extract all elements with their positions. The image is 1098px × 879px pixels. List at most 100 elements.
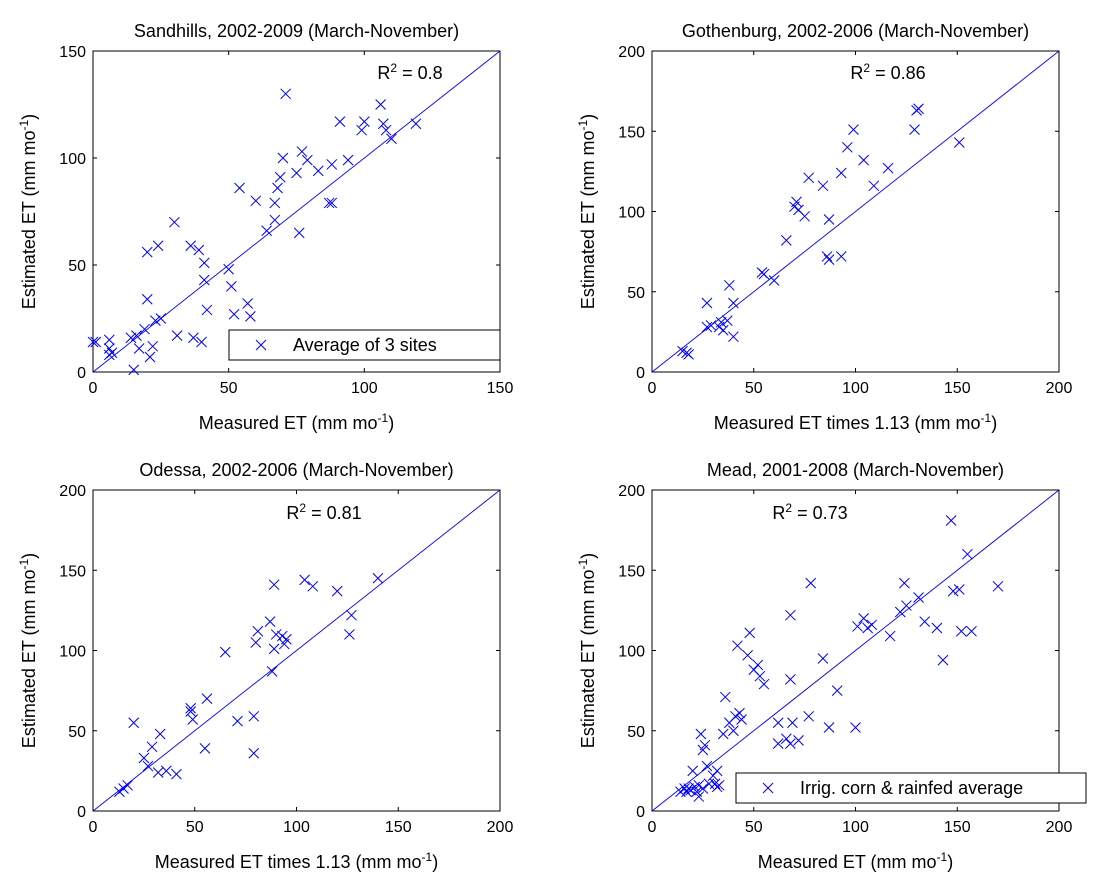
scatter-panel-4: Mead, 2001-2008 (March-November) 0 50 100 15… [576, 460, 1087, 872]
data-point [835, 251, 847, 262]
data-point [721, 315, 733, 326]
data-point [919, 616, 931, 627]
data-point [250, 637, 262, 648]
x-axis-label: Measured ET (mm mo-1) [199, 411, 394, 433]
data-point [296, 146, 308, 157]
data-point [150, 315, 161, 326]
data-point [299, 574, 310, 586]
data-point [171, 768, 182, 780]
y-tick-label: 50 [627, 724, 645, 741]
y-tick-label: 150 [618, 563, 645, 580]
data-point [785, 609, 796, 621]
data-point [901, 600, 912, 611]
data-point [280, 633, 292, 645]
y-axis-label: Estimated ET (mm mo-1) [576, 114, 598, 309]
x-tick-label: 200 [1046, 819, 1073, 836]
data-point [375, 99, 386, 110]
y-tick-label: 50 [627, 285, 645, 302]
legend-label: Irrig. corn & rainfed average [800, 778, 1023, 798]
data-point [269, 214, 281, 226]
y-tick-label: 200 [59, 483, 86, 500]
x-tick-label: 200 [487, 819, 514, 836]
one-to-one-line [651, 50, 1060, 373]
data-point [270, 629, 282, 640]
data-point [160, 765, 172, 777]
r-squared-annotation: R2 = 0.81 [286, 501, 361, 523]
data-point [882, 162, 894, 174]
data-point [931, 622, 943, 634]
x-tick-label: 50 [745, 380, 763, 397]
data-point [293, 227, 305, 239]
data-point [155, 313, 167, 324]
data-point [90, 336, 102, 348]
data-point [823, 722, 835, 733]
data-point [223, 263, 235, 275]
y-tick-label: 200 [618, 483, 645, 500]
data-point [717, 324, 729, 336]
x-tick-label: 100 [842, 380, 869, 397]
x-tick-label: 0 [648, 380, 657, 397]
data-point [754, 670, 766, 682]
data-point [742, 649, 753, 661]
data-point [410, 118, 422, 130]
data-point [913, 592, 924, 603]
data-point [752, 659, 764, 671]
data-point [785, 738, 796, 749]
data-point [953, 584, 965, 595]
r-squared-annotation: R2 = 0.73 [772, 501, 847, 523]
data-point [342, 154, 354, 166]
y-tick-label: 150 [59, 44, 86, 61]
x-tick-label: 150 [944, 380, 971, 397]
data-point [953, 137, 965, 148]
data-point [717, 728, 729, 740]
data-point [850, 722, 861, 733]
data-point [858, 154, 869, 166]
y-tick-label: 100 [618, 644, 645, 661]
data-point [242, 298, 254, 309]
data-point [791, 196, 802, 208]
x-tick-label: 200 [1046, 380, 1073, 397]
data-point [185, 702, 197, 714]
data-point [331, 585, 343, 597]
legend-label: Average of 3 sites [293, 335, 437, 355]
data-point [154, 728, 166, 740]
x-tick-label: 100 [351, 380, 378, 397]
data-point [131, 330, 142, 341]
data-point [728, 297, 739, 309]
y-tick-label: 100 [618, 205, 645, 222]
data-point [695, 728, 707, 740]
data-point [250, 195, 262, 207]
data-point [372, 572, 384, 584]
x-tick-label: 150 [487, 380, 514, 397]
y-tick-label: 0 [636, 365, 645, 382]
data-point [713, 779, 725, 791]
data-point [799, 210, 810, 222]
y-tick-label: 100 [59, 644, 86, 661]
data-point [780, 235, 792, 246]
data-point [346, 609, 357, 621]
data-point [945, 515, 957, 526]
data-point [758, 268, 770, 280]
data-point [147, 340, 159, 352]
data-point [141, 246, 153, 258]
data-point [272, 182, 283, 194]
data-point [201, 304, 213, 316]
data-point [380, 124, 392, 136]
data-point [248, 747, 260, 759]
legend: Irrig. corn & rainfed average [735, 772, 1087, 804]
data-point [248, 710, 260, 722]
data-point [848, 124, 859, 135]
data-point [128, 364, 140, 376]
data-point [728, 331, 739, 343]
data-point [966, 625, 977, 637]
data-point [232, 715, 243, 727]
data-point [344, 629, 355, 640]
data-point [291, 167, 302, 179]
x-tick-label: 0 [89, 380, 98, 397]
data-point [280, 88, 292, 100]
data-point [139, 323, 150, 335]
data-point [821, 251, 833, 262]
data-point [831, 685, 843, 696]
y-tick-label: 0 [77, 804, 86, 821]
data-point [884, 630, 896, 642]
